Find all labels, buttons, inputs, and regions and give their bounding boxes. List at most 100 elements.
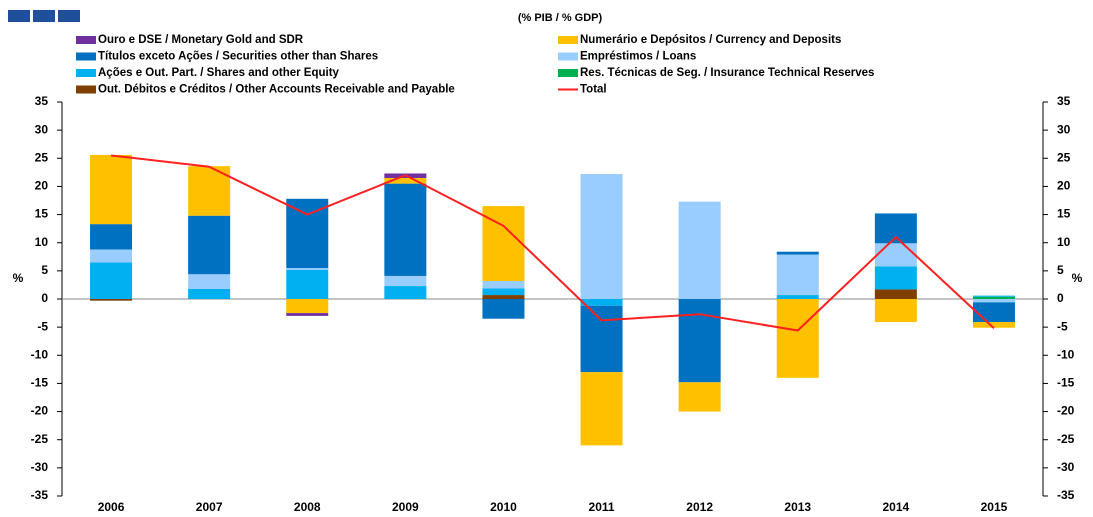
bar: [188, 288, 231, 299]
x-tick-label: 2013: [784, 500, 811, 514]
y-tick-label: -30: [31, 460, 49, 474]
legend-swatch: [558, 52, 578, 61]
legend-swatch: [558, 69, 578, 77]
y-tick-label: 20: [35, 179, 49, 193]
bar: [286, 313, 329, 316]
y-tick-label: -35: [31, 488, 49, 502]
bar: [482, 295, 525, 299]
line: [110, 154, 995, 332]
bar: [678, 299, 721, 383]
decor: [58, 10, 80, 22]
decor: [33, 10, 55, 22]
legend-swatch: [76, 52, 96, 61]
y2-tick-label: 5: [1057, 263, 1064, 277]
y2-tick-label: -5: [1057, 319, 1068, 333]
bar: [384, 183, 427, 276]
y-tick-label: -10: [31, 347, 49, 361]
legend-label: Ações e Out. Part. / Shares and other Eq…: [98, 67, 340, 79]
y-tick-label: -15: [31, 376, 49, 390]
bar: [580, 299, 623, 306]
legend-label: Títulos exceto Ações / Securities other …: [98, 51, 378, 63]
bar: [384, 275, 427, 287]
bar: [874, 299, 917, 323]
y-tick-label: -25: [31, 432, 49, 446]
legend-label: Res. Técnicas de Seg. / Insurance Techni…: [580, 67, 874, 79]
bar: [482, 288, 525, 296]
bar: [972, 295, 1015, 297]
legend-label: Total: [580, 84, 607, 96]
y2-tick-label: -35: [1057, 488, 1075, 502]
y-tick-label: 10: [35, 235, 49, 249]
bar: [286, 269, 329, 299]
bar: [580, 174, 623, 299]
y2-tick-label: -25: [1057, 432, 1075, 446]
legend-label: Ouro e DSE / Monetary Gold and SDR: [98, 34, 304, 46]
bar: [90, 154, 133, 225]
bar: [286, 198, 329, 269]
y2-axis-label: %: [1072, 271, 1083, 285]
bar: [188, 215, 231, 275]
bar: [874, 213, 917, 244]
y2-tick-label: 25: [1057, 150, 1071, 164]
x-tick-label: 2006: [98, 500, 125, 514]
bar: [188, 274, 231, 289]
y-tick-label: 5: [41, 263, 48, 277]
y2-tick-label: -10: [1057, 347, 1075, 361]
bar: [384, 286, 427, 299]
bar: [776, 251, 819, 255]
bar: [776, 295, 819, 299]
x-tick-label: 2010: [490, 500, 517, 514]
bar: [580, 372, 623, 446]
y-tick-label: 25: [35, 150, 49, 164]
legend-label: Out. Débitos e Créditos / Other Accounts…: [98, 84, 455, 96]
y-tick-label: -20: [31, 404, 49, 418]
x-tick-label: 2012: [686, 500, 713, 514]
y-tick-label: 0: [41, 291, 48, 305]
bar: [482, 280, 525, 289]
y2-tick-label: -15: [1057, 376, 1075, 390]
bar: [90, 262, 133, 299]
bar: [286, 299, 329, 314]
legend-label: Numerário e Depósitos / Currency and Dep…: [580, 34, 841, 46]
legend-swatch: [76, 69, 96, 77]
y2-tick-label: 35: [1057, 94, 1071, 108]
y2-tick-label: 0: [1057, 291, 1064, 305]
bar: [874, 266, 917, 290]
y-tick-label: 35: [35, 94, 49, 108]
x-tick-label: 2007: [196, 500, 223, 514]
bar: [972, 322, 1015, 328]
legend-swatch: [76, 36, 96, 44]
x-tick-label: 2014: [882, 500, 909, 514]
y2-tick-label: -20: [1057, 404, 1075, 418]
x-tick-label: 2008: [294, 500, 321, 514]
bar: [286, 268, 329, 270]
bar: [90, 249, 133, 263]
bar: [90, 224, 133, 250]
bar: [776, 299, 819, 378]
bar: [972, 299, 1015, 303]
bar: [874, 243, 917, 267]
y2-tick-label: 10: [1057, 235, 1071, 249]
y2-tick-label: -30: [1057, 460, 1075, 474]
legend-label: Empréstimos / Loans: [580, 51, 696, 63]
x-tick-label: 2009: [392, 500, 419, 514]
bar: [776, 254, 819, 296]
bar: [678, 382, 721, 412]
y-tick-label: 15: [35, 207, 49, 221]
legend-swatch: [76, 85, 96, 94]
legend-swatch: [558, 36, 578, 44]
bar: [874, 289, 917, 299]
bar: [678, 201, 721, 299]
y-axis-label: %: [13, 271, 24, 285]
chart-subtitle: (% PIB / % GDP): [518, 12, 603, 24]
y2-tick-label: 15: [1057, 207, 1071, 221]
decor: [8, 10, 30, 22]
bar: [972, 296, 1015, 299]
bar: [482, 299, 525, 319]
y2-tick-label: 20: [1057, 179, 1071, 193]
bar: [90, 299, 133, 301]
x-tick-label: 2011: [589, 500, 615, 514]
y-tick-label: 30: [35, 122, 49, 136]
x-tick-label: 2015: [981, 500, 1008, 514]
